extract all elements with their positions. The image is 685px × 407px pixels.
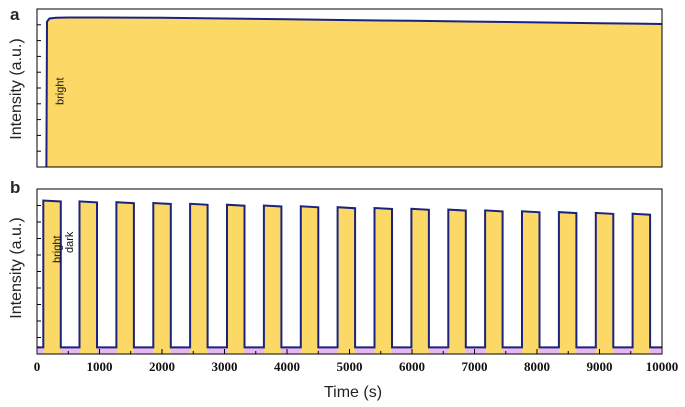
panel-b-bright-pulse <box>448 209 466 354</box>
panel-a-area-fill <box>46 17 662 167</box>
x-tick-label: 7000 <box>462 359 488 374</box>
panel-b-bright-pulse <box>300 206 319 354</box>
panel-b-bright-pulse <box>227 204 245 354</box>
panel-b-x-tick-labels: 0 1000 2000 3000 4000 5000 6000 7000 8000 9000 100… <box>34 359 679 374</box>
x-tick-label: 10000 <box>646 359 679 374</box>
panel-b-y-axis-label: Intensity (a.u.) <box>8 217 25 318</box>
panel-b-bright-pulse <box>595 212 614 354</box>
panel-b-bright-pulse <box>374 207 392 354</box>
x-tick-label: 3000 <box>212 359 238 374</box>
x-tick-label: 4000 <box>274 359 300 374</box>
panel-a-series-line <box>45 16 663 168</box>
panel-a-letter: a <box>10 5 20 24</box>
panel-b: b Intensity (a.u.) bright dark 0 1000 2000 3… <box>8 178 678 401</box>
panel-b-bright-pulse <box>485 210 503 354</box>
panel-b-bright-pulse <box>79 201 97 354</box>
x-tick-label: 0 <box>34 359 41 374</box>
panel-a-annotation-bright: bright <box>54 77 66 105</box>
panel-a-plot-area: bright <box>36 8 663 168</box>
panel-b-bright-pulse <box>116 202 134 354</box>
x-tick-label: 6000 <box>399 359 425 374</box>
panel-b-annotation-dark: dark <box>64 231 76 253</box>
x-tick-label: 5000 <box>337 359 363 374</box>
panel-b-bright-pulse <box>522 211 540 354</box>
panel-b-plot-area: bright dark <box>36 188 663 355</box>
panel-b-bright-pulse <box>411 208 429 354</box>
panel-b-bright-pulse <box>632 213 651 354</box>
panel-b-bright-pulse <box>43 200 61 354</box>
x-tick-label: 9000 <box>587 359 613 374</box>
panel-b-bright-pulse <box>337 207 356 354</box>
panel-b-annotation-bright: bright <box>51 235 63 263</box>
x-tick-label: 8000 <box>524 359 550 374</box>
panel-b-bright-pulse <box>190 203 208 354</box>
panel-b-bright-pulse <box>558 212 577 354</box>
panel-b-bright-pulse <box>263 205 282 354</box>
panel-a: a Intensity (a.u.) bright <box>8 5 663 168</box>
panel-b-letter: b <box>10 178 20 197</box>
panel-b-series-line <box>37 199 662 349</box>
x-tick-label: 2000 <box>149 359 175 374</box>
x-axis-label: Time (s) <box>324 384 382 401</box>
panel-a-y-axis-label: Intensity (a.u.) <box>8 38 25 139</box>
panel-b-bright-pulse <box>153 203 171 354</box>
x-tick-label: 1000 <box>87 359 113 374</box>
